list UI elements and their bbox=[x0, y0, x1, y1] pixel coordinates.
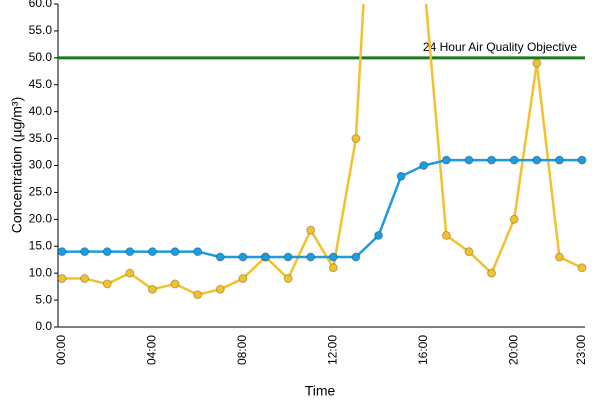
data-point bbox=[419, 161, 429, 170]
y-tick-label: 45.0 bbox=[29, 77, 53, 91]
plot-area bbox=[57, 4, 587, 300]
data-point bbox=[374, 230, 384, 240]
data-point bbox=[532, 155, 542, 165]
data-point bbox=[102, 247, 112, 257]
data-point bbox=[147, 284, 157, 294]
data-point bbox=[170, 247, 180, 257]
y-tick-label: 5.0 bbox=[35, 292, 52, 306]
data-point bbox=[125, 268, 135, 278]
data-point bbox=[147, 247, 157, 257]
data-point bbox=[306, 225, 316, 235]
data-point bbox=[102, 279, 112, 289]
data-point bbox=[238, 274, 248, 284]
data-point bbox=[464, 247, 474, 257]
data-point bbox=[260, 252, 270, 262]
data-point bbox=[193, 290, 203, 300]
data-point bbox=[464, 155, 474, 165]
x-axis-label: Time bbox=[305, 383, 336, 399]
data-point bbox=[396, 171, 406, 181]
data-point bbox=[57, 274, 67, 284]
y-tick-label: 35.0 bbox=[29, 131, 53, 145]
y-tick-label: 60.0 bbox=[29, 0, 53, 10]
data-point bbox=[441, 230, 451, 240]
data-point bbox=[509, 214, 519, 224]
y-tick-label: 30.0 bbox=[29, 158, 53, 172]
y-tick-label: 10.0 bbox=[29, 265, 53, 279]
data-point bbox=[577, 263, 587, 273]
data-point bbox=[351, 252, 361, 262]
data-point bbox=[57, 247, 67, 257]
data-point bbox=[283, 252, 293, 262]
data-point bbox=[238, 252, 248, 262]
data-point bbox=[170, 279, 180, 289]
data-point bbox=[80, 274, 90, 284]
y-tick-label: 50.0 bbox=[29, 50, 53, 64]
y-tick-label: 55.0 bbox=[29, 23, 53, 37]
reference-label: 24 Hour Air Quality Objective bbox=[423, 40, 577, 54]
x-tick-label: 20:00 bbox=[506, 335, 520, 365]
data-point bbox=[283, 274, 293, 284]
y-tick-label: 25.0 bbox=[29, 185, 53, 199]
y-axis-label: Concentration (µg/m³) bbox=[9, 97, 25, 233]
x-tick-label: 08:00 bbox=[235, 335, 249, 365]
x-tick-label: 16:00 bbox=[416, 335, 430, 365]
data-point bbox=[577, 155, 587, 165]
data-point bbox=[554, 155, 564, 165]
y-tick-label: 0.0 bbox=[35, 319, 52, 333]
data-point bbox=[80, 247, 90, 257]
data-point bbox=[487, 155, 497, 165]
data-point bbox=[509, 155, 519, 165]
y-tick-label: 20.0 bbox=[29, 212, 53, 226]
y-tick-label: 40.0 bbox=[29, 104, 53, 118]
data-point bbox=[193, 247, 203, 257]
data-point bbox=[328, 252, 338, 262]
data-point bbox=[487, 268, 497, 278]
series-line bbox=[62, 4, 583, 297]
data-point bbox=[215, 284, 225, 294]
x-tick-label: 23:00 bbox=[574, 335, 588, 365]
x-tick-label: 12:00 bbox=[325, 335, 339, 365]
data-point bbox=[351, 134, 361, 144]
x-tick-label: 00:00 bbox=[54, 335, 68, 365]
y-tick-label: 15.0 bbox=[29, 238, 53, 252]
x-tick-label: 04:00 bbox=[145, 335, 159, 365]
data-point bbox=[306, 252, 316, 262]
data-point bbox=[441, 155, 451, 165]
data-point bbox=[532, 58, 542, 68]
data-point bbox=[554, 252, 564, 262]
data-point bbox=[125, 247, 135, 257]
data-point bbox=[215, 252, 225, 262]
data-point bbox=[328, 263, 338, 273]
